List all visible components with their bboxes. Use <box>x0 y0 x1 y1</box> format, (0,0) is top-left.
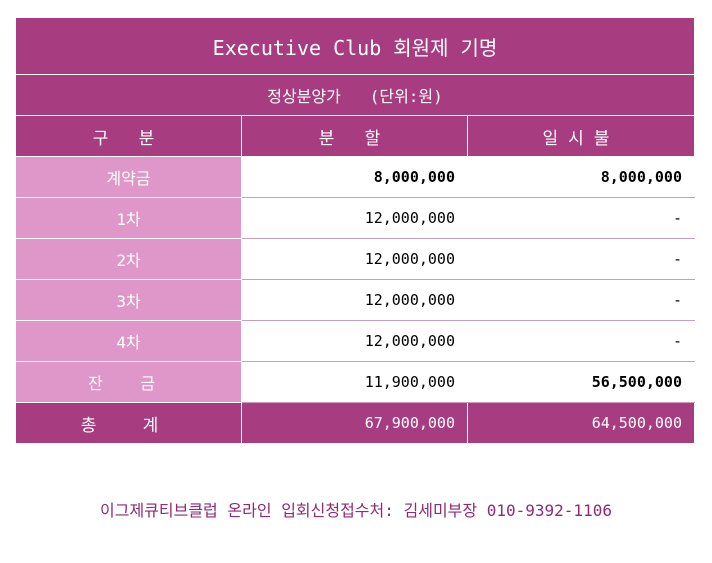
lump-sum-value: - <box>467 238 695 280</box>
installment-value: 11,900,000 <box>241 361 468 403</box>
total-installment-value: 67,900,000 <box>241 402 468 444</box>
installment-value: 12,000,000 <box>241 238 468 280</box>
row-label: 계약금 <box>15 156 242 198</box>
header-row: 구 분 분 할 일시불 <box>15 115 695 157</box>
price-table: Executive Club 회원제 기명 정상분양가 (단위:원) 구 분 분… <box>15 17 695 444</box>
lump-sum-value: 56,500,000 <box>467 361 695 403</box>
contact-footer: 이그제큐티브클럽 온라인 입회신청접수처: 김세미부장 010-9392-110… <box>100 501 612 520</box>
header-installment: 분 할 <box>241 115 468 157</box>
lump-sum-value: 8,000,000 <box>467 156 695 198</box>
row-label: 잔 금 <box>15 361 242 403</box>
installment-value: 8,000,000 <box>241 156 468 198</box>
table-title: Executive Club 회원제 기명 <box>15 17 695 75</box>
installment-value: 12,000,000 <box>241 279 468 321</box>
installment-value: 12,000,000 <box>241 197 468 239</box>
table-row: 계약금 8,000,000 8,000,000 <box>15 156 695 198</box>
table-subtitle: 정상분양가 (단위:원) <box>15 74 695 116</box>
total-row: 총 계 67,900,000 64,500,000 <box>15 402 695 444</box>
installment-value: 12,000,000 <box>241 320 468 362</box>
subtitle-row: 정상분양가 (단위:원) <box>15 74 695 116</box>
header-category: 구 분 <box>15 115 242 157</box>
title-row: Executive Club 회원제 기명 <box>15 17 695 75</box>
row-label: 1차 <box>15 197 242 239</box>
row-label: 2차 <box>15 238 242 280</box>
row-label: 3차 <box>15 279 242 321</box>
lump-sum-value: - <box>467 320 695 362</box>
header-lump-sum: 일시불 <box>467 115 695 157</box>
table-row: 3차 12,000,000 - <box>15 279 695 321</box>
total-label: 총 계 <box>15 402 242 444</box>
lump-sum-value: - <box>467 279 695 321</box>
table-row: 2차 12,000,000 - <box>15 238 695 280</box>
row-label: 4차 <box>15 320 242 362</box>
lump-sum-value: - <box>467 197 695 239</box>
table-row: 잔 금 11,900,000 56,500,000 <box>15 361 695 403</box>
total-lump-sum-value: 64,500,000 <box>467 402 695 444</box>
table-row: 4차 12,000,000 - <box>15 320 695 362</box>
table-row: 1차 12,000,000 - <box>15 197 695 239</box>
